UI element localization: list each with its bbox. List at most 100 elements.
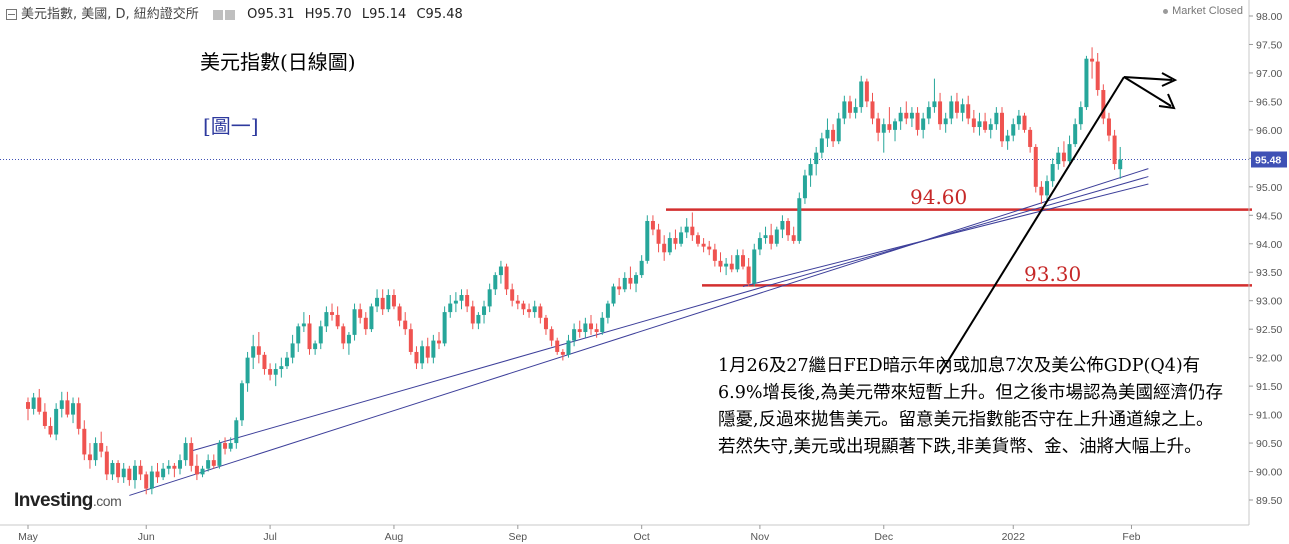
candle-body	[391, 295, 396, 307]
candle-body	[256, 346, 261, 355]
candle-body	[178, 460, 183, 469]
candle-body	[1106, 118, 1111, 136]
candle-body	[622, 277, 627, 290]
annotation-arrows	[939, 72, 1178, 375]
candle-body	[757, 238, 762, 250]
candle	[1078, 101, 1083, 130]
eye-icon[interactable]	[212, 9, 223, 20]
candle	[166, 460, 171, 475]
candle	[200, 465, 205, 478]
candle-body	[290, 343, 295, 358]
candle-body	[397, 306, 402, 321]
candle-body	[572, 329, 577, 341]
candle	[938, 92, 943, 130]
candle	[239, 380, 244, 426]
market-status-text: Market Closed	[1172, 5, 1243, 17]
candle	[504, 263, 509, 296]
y-tick-label: 94.50	[1256, 210, 1282, 222]
candle	[1061, 141, 1066, 167]
candle	[436, 332, 441, 350]
candle-body	[1078, 107, 1083, 125]
candle-body	[99, 443, 104, 452]
candle-body	[1095, 61, 1100, 91]
candle-body	[1061, 152, 1066, 162]
arrow-jan26	[1123, 76, 1173, 81]
candle	[223, 437, 228, 455]
candle	[1016, 109, 1021, 130]
candle	[369, 303, 374, 333]
candle	[442, 306, 447, 347]
candle-body	[836, 118, 841, 142]
candle-body	[617, 286, 622, 290]
candle-body	[510, 289, 515, 301]
candle-body	[538, 306, 543, 318]
candle	[1101, 84, 1106, 125]
candle-body	[301, 323, 306, 327]
candle	[217, 440, 222, 469]
candle-body	[679, 232, 684, 244]
candle-body	[729, 263, 734, 270]
candle-body	[853, 107, 858, 113]
candle-body	[132, 465, 137, 481]
trendline-channel-b	[191, 176, 1149, 452]
candle	[898, 107, 903, 130]
arrow-jan27	[1123, 76, 1172, 107]
candle-body	[701, 243, 706, 247]
candle-body	[645, 220, 650, 261]
candle	[966, 95, 971, 125]
candle	[988, 118, 993, 139]
candle-body	[1073, 124, 1078, 145]
header-controls[interactable]	[212, 7, 237, 22]
candle	[521, 300, 526, 315]
commentary-text: 1月26及27繼日FED暗示年內或加息7次及美公佈GDP(Q4)有6.9%增長後…	[718, 356, 1224, 457]
candle	[926, 101, 931, 125]
candle	[1084, 55, 1089, 110]
candle-body	[76, 403, 81, 429]
x-tick-label: Aug	[385, 531, 404, 543]
candle-body	[741, 255, 746, 267]
candle	[82, 420, 87, 461]
candle	[650, 215, 655, 236]
candle	[42, 403, 47, 429]
candle	[527, 303, 532, 318]
candle	[76, 397, 81, 435]
candle	[386, 289, 391, 313]
candle-body	[1045, 181, 1050, 196]
candle-body	[37, 397, 42, 412]
candle	[746, 258, 751, 287]
candle-body	[735, 255, 740, 270]
candle	[786, 218, 791, 241]
candle	[909, 107, 914, 128]
candle-body	[1005, 135, 1010, 142]
y-tick-label: 91.00	[1256, 410, 1282, 422]
candle-body	[1033, 146, 1038, 187]
candle	[408, 323, 413, 355]
candle	[346, 332, 351, 355]
candle-body	[690, 226, 695, 236]
trendline-channel-c	[742, 183, 1149, 287]
settings-icon[interactable]	[224, 9, 235, 20]
candle-body	[628, 277, 633, 284]
candle	[825, 118, 830, 147]
candle	[127, 465, 132, 486]
candle-body	[358, 309, 363, 318]
candle-body	[239, 383, 244, 421]
candle	[572, 323, 577, 347]
candle-body	[515, 300, 520, 304]
candle	[493, 272, 498, 296]
axes	[0, 0, 1250, 526]
candle-body	[915, 112, 920, 130]
candle-body	[234, 420, 239, 444]
candle-body	[183, 443, 188, 461]
candle-body	[54, 408, 59, 435]
candle	[729, 255, 734, 273]
candle-body	[26, 402, 30, 409]
candle-body	[155, 471, 160, 478]
candle	[904, 101, 909, 125]
candle-body	[859, 81, 864, 108]
x-tick-label: Oct	[633, 531, 649, 543]
candle	[234, 417, 239, 449]
collapse-icon[interactable]	[6, 9, 17, 20]
y-tick-label: 95.00	[1256, 182, 1282, 194]
